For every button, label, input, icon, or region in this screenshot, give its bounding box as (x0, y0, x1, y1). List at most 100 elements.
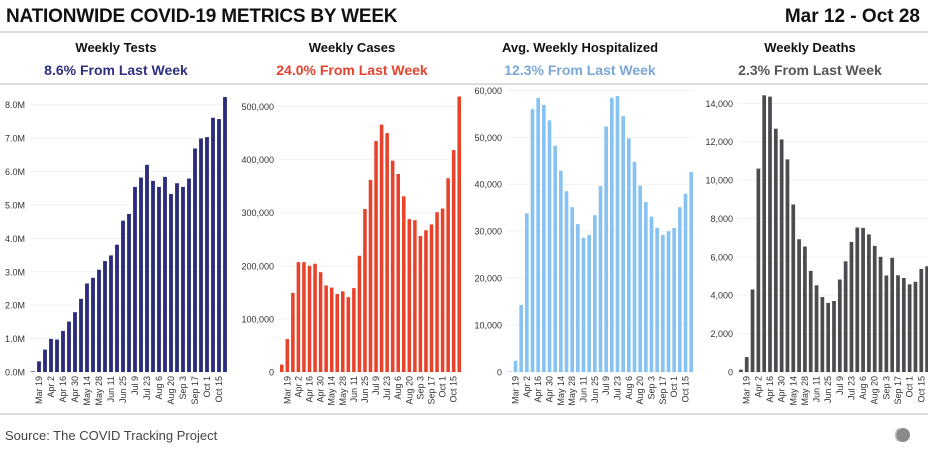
bar-may-14 (791, 204, 796, 372)
x-tick-label: Jun 11 (349, 376, 359, 402)
x-tick-label: Mar 19 (282, 376, 292, 404)
bar-mar-19 (37, 361, 41, 372)
bar-may-21 (91, 277, 95, 372)
bar-jun-25 (121, 220, 125, 372)
x-tick-label: Jun 25 (360, 376, 370, 403)
y-tick-label: 2.0M (5, 301, 25, 311)
bar-apr-2 (525, 213, 529, 372)
y-tick-label: 6.0M (5, 167, 25, 177)
bar-sep-3 (418, 236, 423, 372)
x-tick-label: Sep 17 (893, 376, 903, 405)
charts-area: 0.0M 1.0M 2.0M 3.0M 4.0M 5.0M 6.0M 7.0M 8.0M Mar … (5, 86, 928, 406)
y-tick-label: 30,000 (474, 227, 502, 237)
bar-apr-30 (73, 312, 77, 372)
bar-apr-9 (302, 262, 306, 372)
bar-aug-27 (175, 183, 179, 372)
date-range: Mar 12 - Oct 28 (784, 6, 920, 27)
x-tick-label: Jul 23 (846, 376, 856, 400)
bar-mar-12 (279, 364, 284, 372)
bar-oct-15 (919, 268, 924, 372)
bar-apr-9 (55, 339, 59, 372)
x-tick-label: Apr 16 (765, 376, 775, 403)
bar-apr-16 (307, 265, 312, 372)
bar-jul-16 (379, 124, 384, 372)
bar-aug-20 (407, 219, 412, 372)
bar-jul-9 (133, 186, 137, 372)
x-tick-label: Apr 16 (305, 376, 315, 403)
bar-oct-1 (205, 137, 209, 372)
bar-aug-6 (157, 186, 161, 372)
panel-header-hospitalized: Avg. Weekly Hospitalized 12.3% From Last… (464, 40, 696, 80)
y-tick-label: 500,000 (241, 102, 274, 112)
bar-mar-19 (513, 360, 518, 372)
x-tick-label: Jun 11 (579, 376, 589, 402)
x-tick-label: May 28 (94, 376, 104, 406)
bar-oct-8 (913, 281, 918, 372)
y-tick-label: 14,000 (705, 99, 733, 109)
bar-jun-18 (357, 255, 362, 372)
y-tick-label: 2,000 (710, 329, 733, 339)
bar-mar-26 (43, 349, 47, 372)
bar-apr-16 (61, 330, 65, 372)
bar-jun-25 (363, 209, 367, 372)
bar-sep-10 (890, 257, 895, 372)
x-tick-label: Oct 15 (214, 376, 224, 403)
x-tick-label: Aug 20 (635, 376, 645, 405)
bar-mar-26 (291, 292, 295, 372)
x-tick-label: Apr 2 (46, 376, 56, 398)
x-tick-label: Jul 9 (371, 376, 381, 395)
bar-jun-4 (346, 297, 351, 372)
source-note: Source: The COVID Tracking Project (5, 428, 218, 443)
y-tick-label: 8,000 (710, 214, 733, 224)
bar-aug-6 (861, 227, 865, 372)
y-tick-label: 1.0M (5, 334, 25, 344)
bar-mar-19 (744, 357, 749, 372)
bar-sep-24 (666, 231, 671, 372)
bar-jul-23 (145, 164, 149, 372)
y-tick-label: 3.0M (5, 267, 25, 277)
y-tick-label: 10,000 (705, 176, 733, 186)
bar-apr-16 (768, 96, 772, 372)
x-tick-label: May 14 (788, 376, 798, 406)
bar-mar-12 (739, 369, 743, 372)
bar-may-14 (559, 170, 563, 372)
bar-aug-27 (644, 202, 648, 372)
bar-oct-8 (211, 117, 215, 372)
y-tick-label: 50,000 (474, 133, 502, 143)
x-tick-label: Jul 23 (613, 376, 623, 400)
bar-oct-8 (446, 178, 450, 372)
bar-aug-13 (632, 161, 637, 372)
bar-sep-3 (181, 186, 185, 372)
x-tick-label: Jul 9 (130, 376, 140, 395)
bar-sep-10 (655, 227, 659, 372)
y-tick-label: 400,000 (241, 155, 274, 165)
x-tick-label: Oct 1 (202, 376, 212, 398)
bar-oct-1 (672, 227, 676, 372)
bar-oct-1 (907, 284, 912, 372)
x-tick-label: Mar 19 (742, 376, 752, 404)
x-tick-label: May 14 (327, 376, 337, 406)
panel-title: Weekly Deaths (764, 40, 856, 55)
panel-header-cases: Weekly Cases 24.0% From Last Week (236, 40, 468, 80)
x-tick-label: Jun 11 (812, 376, 822, 402)
x-tick-label: May 28 (800, 376, 810, 406)
bar-aug-20 (169, 193, 173, 372)
y-tick-label: 6,000 (710, 252, 733, 262)
x-tick-label: Oct 15 (916, 376, 926, 403)
x-tick-label: Sep 3 (178, 376, 188, 400)
footer-divider (0, 413, 928, 415)
bar-apr-23 (542, 104, 546, 372)
bar-oct-1 (440, 208, 445, 372)
bar-apr-2 (296, 262, 301, 372)
bar-jul-23 (849, 241, 854, 372)
x-tick-label: Oct 1 (905, 376, 915, 398)
bar-jul-2 (598, 186, 603, 372)
x-tick-label: Sep 17 (427, 376, 437, 405)
bar-jul-16 (610, 97, 614, 372)
x-tick-label: Jun 25 (118, 376, 128, 403)
bar-may-7 (553, 145, 557, 372)
y-tick-label: 60,000 (474, 86, 502, 96)
bar-jul-30 (151, 180, 155, 372)
x-tick-label: Sep 3 (647, 376, 657, 400)
y-tick-label: 0 (269, 368, 274, 378)
